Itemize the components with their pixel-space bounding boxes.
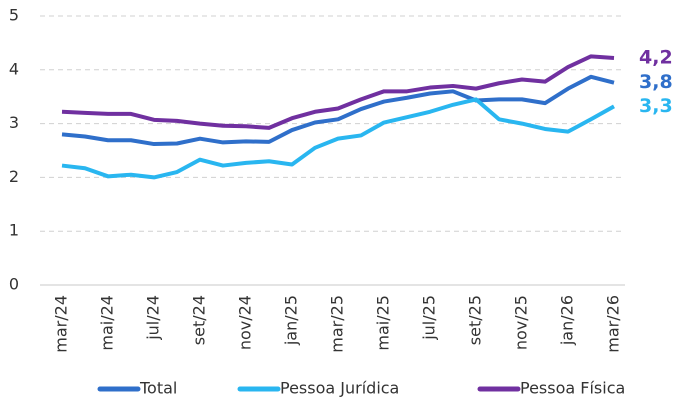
series-line — [61, 97, 615, 180]
y-tick-label: 2 — [9, 167, 19, 186]
x-tick-label: jul/24 — [144, 295, 163, 341]
x-tick-label: mai/25 — [374, 295, 393, 351]
x-tick-label: jan/26 — [558, 295, 577, 346]
legend-label: Pessoa Física — [520, 379, 625, 398]
x-tick-label: mar/26 — [604, 295, 623, 353]
legend-label: Pessoa Jurídica — [280, 379, 399, 398]
y-tick-label: 0 — [9, 275, 19, 294]
legend-label: Total — [139, 379, 177, 398]
x-tick-label: set/24 — [190, 295, 209, 345]
y-tick-label: 4 — [9, 59, 19, 78]
value-label: 3,3 — [639, 95, 673, 117]
value-label: 3,8 — [639, 71, 673, 93]
y-tick-label: 5 — [9, 6, 19, 25]
x-tick-label: nov/24 — [236, 295, 255, 350]
series-line — [61, 74, 615, 147]
y-tick-label: 3 — [9, 113, 19, 132]
x-tick-label: jan/25 — [282, 295, 301, 346]
series-line — [61, 54, 615, 130]
x-tick-label: jul/25 — [420, 295, 439, 341]
x-tick-label: mai/24 — [98, 295, 117, 351]
y-tick-label: 1 — [9, 221, 19, 240]
x-tick-label: mar/24 — [52, 295, 71, 353]
x-tick-label: set/25 — [466, 295, 485, 345]
x-tick-label: mar/25 — [328, 295, 347, 353]
value-label: 4,2 — [639, 46, 673, 68]
x-tick-label: nov/25 — [512, 295, 531, 350]
